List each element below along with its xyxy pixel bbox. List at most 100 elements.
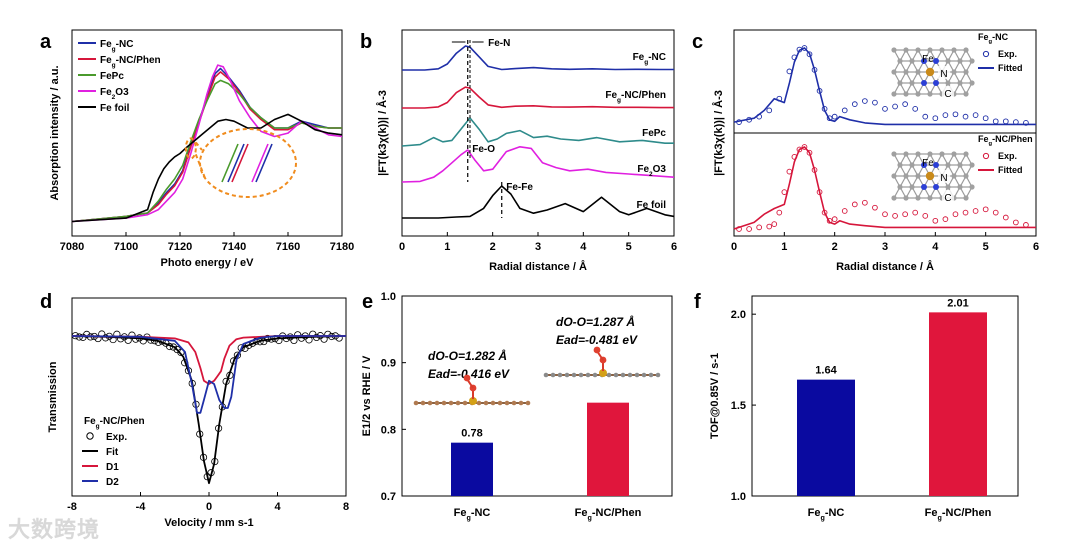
panel-a-legend-label: Fe foil [100,103,130,114]
panel-c-xtick-label: 0 [731,241,737,253]
panel-c-molecule-atom-c [927,195,933,201]
panel-a-xtick-label: 7120 [168,241,192,253]
panel-c-exp-point [922,113,929,120]
panel-c-molecule-label-bg [942,190,954,203]
panel-e-model-atom [448,400,454,406]
panel-c-molecule-atom-n [921,58,927,64]
panel-b-xtick-label: 3 [535,241,541,253]
panel-c-exp-point [791,153,798,160]
panel-d-xtick-label: 8 [343,501,349,513]
panel-e-adsorption-model [543,346,661,378]
panel-c-exp-point [791,54,798,61]
panel-e-annotation-energy: Ead=-0.416 eV [428,367,510,381]
panel-c-xtick-label: 2 [832,241,838,253]
panel-e-annotation-energy: Ead=-0.481 eV [556,333,638,347]
panel-e-bar [451,442,493,496]
panel-c-molecule-atom-c [963,151,969,157]
panel-c-molecule-atom-c [909,58,915,64]
panel-c-exp-point [932,115,939,122]
panel-c-molecule-atom-c [951,173,957,179]
panel-d-legend-label: Fit [106,447,119,458]
panel-c-exp-point [826,217,833,224]
panel-c-exp-point [902,211,908,218]
panel-letter-e: e [362,291,373,313]
panel-e-ytick-label: 0.9 [381,358,396,370]
panel-c-molecule-atom-c [945,162,951,168]
panel-c-exp-point [851,201,858,208]
panel-f-ylabel: TOF@0.85V / s-1 [709,353,721,439]
panel-c-xtick-label: 3 [882,241,888,253]
panel-b-series-line [402,86,674,109]
panel-a-series-line [71,113,343,223]
panel-c-xlabel: Radial distance / Å [836,260,934,273]
panel-b-series-line [401,117,674,147]
panel-e-axes [401,295,673,497]
panel-e-model-atom [455,400,461,406]
panel-f-bar [929,312,987,496]
panel-a-inset-ellipse [199,128,297,198]
panel-c-exp-point [766,223,773,230]
panel-e-category-label: Feg-NC/Phen [575,507,642,522]
panel-b-annotation-fefe: Fe-Fe [506,182,533,193]
panel-c-exp-point [796,146,803,153]
panel-b-annotation-feN: Fe-N [488,38,510,49]
panel-e-model-atom [483,400,489,406]
panel-c-exp-point [821,105,828,112]
panel-e-model-o-atom [463,374,471,382]
panel-c-molecule-atom-c [963,91,969,97]
panel-c-molecule-atom-c [903,91,909,97]
panel-e-model-atom [550,372,556,378]
panel-a-ylabel: Absorption intensity / a.u. [49,65,61,200]
panel-letter-c: c [692,31,703,53]
panel-b-xlabel: Radial distance / Å [489,260,587,273]
panel-c-exp-point [982,206,989,213]
panel-c-molecule-atom-c [891,173,897,179]
panel-d-exp-point [101,334,110,342]
panel-c-molecule-label-bg [942,86,954,99]
panel-c-exp-point [851,101,858,108]
panel-c-exp-point [882,105,888,112]
panel-e-model-atom [490,400,496,406]
panel-b-xtick-label: 6 [671,241,677,253]
panel-a-inset-line [231,143,249,183]
panel-d-xtick-label: -4 [136,501,147,513]
panel-b-annotation-feO: Fe-O [472,144,495,155]
panel-c-molecule-atom-c [957,184,963,190]
panel-c-legend-title: Feg-NC/Phen [978,134,1033,147]
panel-d-exp-point [275,336,283,345]
panel-letter-b: b [360,31,372,53]
panel-f-ytick-label: 2.0 [731,309,746,321]
panel-a-xtick-label: 7160 [276,241,300,253]
panel-c-exp-point [801,144,808,150]
panel-e-model-atom [511,400,517,406]
panel-c-molecule-atom-c [915,91,921,97]
panel-c-molecule-atom-fe [925,171,935,181]
panel-c-molecule-atom-c [915,173,921,179]
panel-c-exp-point [932,217,939,224]
panel-c-exp-point [826,115,833,122]
panel-e-model-atom [525,400,531,406]
panel-c-molecule-atom-fe [925,67,935,77]
panel-c-molecule-n-label: N [940,173,947,184]
panel-a-inset-line [221,143,239,183]
panel-e-model-atom [518,400,524,406]
panel-d-series-line [71,335,346,414]
panel-c-exp-point [1023,120,1029,126]
panel-c-molecule-structure: Fe NC [891,151,975,204]
panel-b-series-line [401,146,675,183]
panel-c-exp-point [771,221,778,227]
panel-c-exp-point [892,213,898,219]
panel-c-exp-point [821,209,828,216]
panel-c-molecule-atom-c [915,47,921,53]
panel-c-exp-point [1002,118,1009,125]
panel-a-zoom-circle [184,137,197,160]
panel-c-exp-point [942,112,949,118]
panel-e-model-atom [571,372,577,378]
panel-c-molecule-atom-c [903,151,909,157]
panel-a-axes [71,29,343,237]
panel-c-fitted-line [733,146,1036,230]
panel-e-ytick-label: 0.8 [381,424,396,436]
panel-c-molecule-atom-n [921,162,927,168]
panel-d-legend-title: Feg-NC/Phen [84,416,145,430]
panel-d-exp-point [324,330,332,338]
